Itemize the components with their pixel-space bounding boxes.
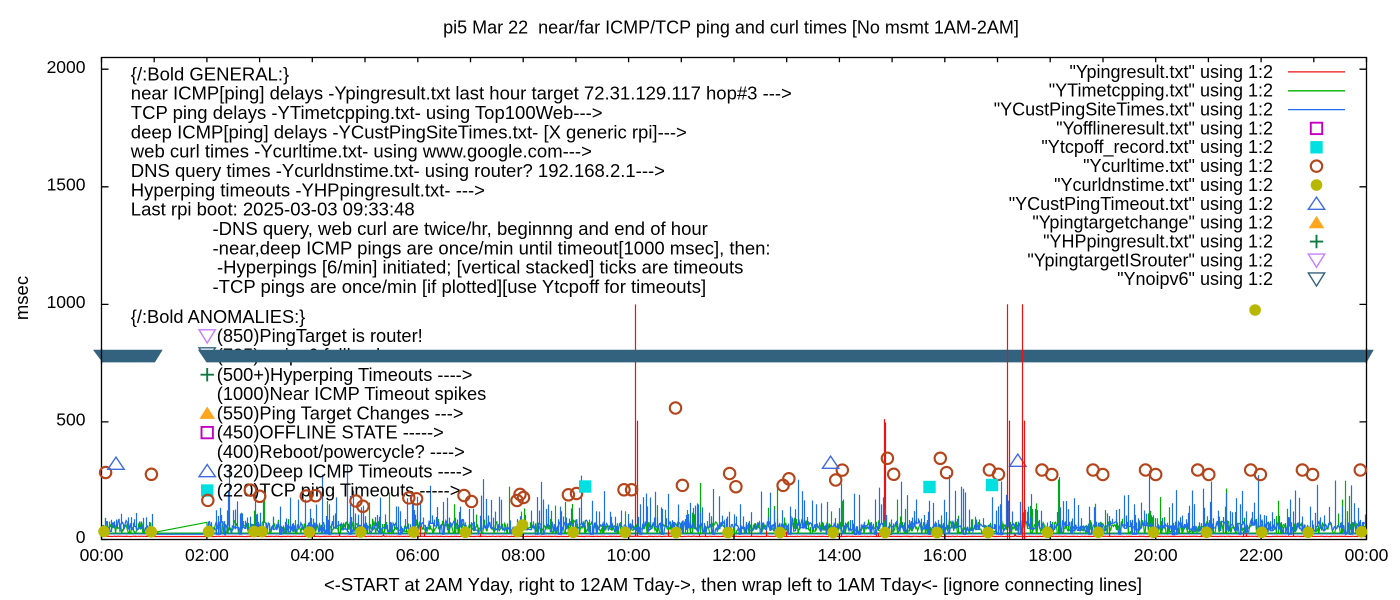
svg-text:500: 500 <box>56 410 85 430</box>
svg-text:"YpingtargetISrouter" using 1:: "YpingtargetISrouter" using 1:2 <box>1027 250 1273 270</box>
svg-text:(320)Deep ICMP Timeouts ---->: (320)Deep ICMP Timeouts ----> <box>217 460 473 481</box>
svg-text:(400)Reboot/powercycle? ---->: (400)Reboot/powercycle? ----> <box>217 441 465 462</box>
svg-text:18:00: 18:00 <box>1028 545 1072 565</box>
svg-text:"YCustPingSiteTimes.txt" using: "YCustPingSiteTimes.txt" using 1:2 <box>994 100 1273 120</box>
svg-text:10:00: 10:00 <box>607 545 651 565</box>
svg-text:(450)OFFLINE STATE ----->: (450)OFFLINE STATE -----> <box>217 422 444 443</box>
svg-text:06:00: 06:00 <box>396 545 440 565</box>
svg-text:pi5 Mar 22 near/far ICMP/TCP: pi5 Mar 22 near/far ICMP/TCP ping and cu… <box>443 18 1019 38</box>
svg-text:00:00: 00:00 <box>80 545 124 565</box>
svg-text:2000: 2000 <box>47 57 86 77</box>
svg-text:(850)PingTarget is router!: (850)PingTarget is router! <box>217 325 423 346</box>
svg-text:Hyperping timeouts -YHPpingres: Hyperping timeouts -YHPpingresult.txt- -… <box>131 179 485 200</box>
svg-text:16:00: 16:00 <box>923 545 967 565</box>
svg-text:(1000)Near ICMP Timeout spikes: (1000)Near ICMP Timeout spikes <box>217 383 486 404</box>
svg-text:-TCP pings are once/min [if pl: -TCP pings are once/min [if plotted][use… <box>213 276 707 297</box>
svg-text:12:00: 12:00 <box>712 545 756 565</box>
svg-text:00:00: 00:00 <box>1345 545 1389 565</box>
svg-text:22:00: 22:00 <box>1239 545 1283 565</box>
svg-text:{/:Bold ANOMALIES:}: {/:Bold ANOMALIES:} <box>131 306 305 327</box>
svg-text:1500: 1500 <box>47 174 86 194</box>
svg-text:-Hyperpings [6/min] initiated;: -Hyperpings [6/min] initiated; [vertical… <box>217 257 743 278</box>
svg-text:-near,deep ICMP pings are once: -near,deep ICMP pings are once/min until… <box>213 237 771 258</box>
svg-text:1000: 1000 <box>47 292 86 312</box>
svg-text:msec: msec <box>11 276 32 320</box>
svg-text:near ICMP[ping] delays -Ypingr: near ICMP[ping] delays -Ypingresult.txt … <box>131 83 792 104</box>
svg-text:deep ICMP[ping] delays -YCustP: deep ICMP[ping] delays -YCustPingSiteTim… <box>131 121 687 142</box>
svg-text:{/:Bold GENERAL:}: {/:Bold GENERAL:} <box>131 63 289 84</box>
svg-text:"Ypingresult.txt" using 1:2: "Ypingresult.txt" using 1:2 <box>1069 62 1273 82</box>
svg-text:04:00: 04:00 <box>290 545 334 565</box>
svg-text:"YCustPingTimeout.txt" using 1: "YCustPingTimeout.txt" using 1:2 <box>1009 194 1273 214</box>
svg-text:14:00: 14:00 <box>818 545 862 565</box>
svg-text:0: 0 <box>76 527 86 547</box>
svg-text:-DNS query, web curl are twice: -DNS query, web curl are twice/hr, begin… <box>213 218 708 239</box>
svg-text:(550)Ping Target Changes --->: (550)Ping Target Changes ---> <box>217 402 464 423</box>
svg-text:(500+)Hyperping Timeouts ---->: (500+)Hyperping Timeouts ----> <box>217 364 473 385</box>
svg-text:"Ytcpoff_record.txt" using 1:2: "Ytcpoff_record.txt" using 1:2 <box>1041 137 1273 158</box>
svg-text:"YTimetcpping.txt" using 1:2: "YTimetcpping.txt" using 1:2 <box>1049 81 1273 101</box>
svg-text:"Ycurldnstime.txt" using 1:2: "Ycurldnstime.txt" using 1:2 <box>1054 175 1273 195</box>
svg-text:"Ycurltime.txt" using 1:2: "Ycurltime.txt" using 1:2 <box>1083 156 1273 176</box>
svg-text:20:00: 20:00 <box>1134 545 1178 565</box>
svg-text:(220)TCP ping Timeouts ----->: (220)TCP ping Timeouts -----> <box>217 480 461 501</box>
svg-text:"Ynoipv6" using 1:2: "Ynoipv6" using 1:2 <box>1117 269 1273 289</box>
svg-text:web curl times -Ycurltime.txt-: web curl times -Ycurltime.txt- using www… <box>130 141 592 162</box>
svg-text:"Yofflineresult.txt" using 1:2: "Yofflineresult.txt" using 1:2 <box>1056 118 1273 138</box>
svg-text:08:00: 08:00 <box>501 545 545 565</box>
svg-text:"Ypingtargetchange" using 1:2: "Ypingtargetchange" using 1:2 <box>1032 213 1273 233</box>
svg-text:<-START at 2AM Yday, right to: <-START at 2AM Yday, right to 12AM Tday-… <box>324 574 1142 595</box>
svg-text:TCP ping delays -YTimetcpping.: TCP ping delays -YTimetcpping.txt- using… <box>131 102 603 123</box>
svg-text:DNS query times -Ycurldnstime.: DNS query times -Ycurldnstime.txt- using… <box>131 160 665 181</box>
svg-text:02:00: 02:00 <box>185 545 229 565</box>
svg-text:Last rpi boot: 2025-03-03 09:3: Last rpi boot: 2025-03-03 09:33:48 <box>131 199 415 220</box>
svg-text:"YHPpingresult.txt" using 1:2: "YHPpingresult.txt" using 1:2 <box>1043 231 1273 251</box>
